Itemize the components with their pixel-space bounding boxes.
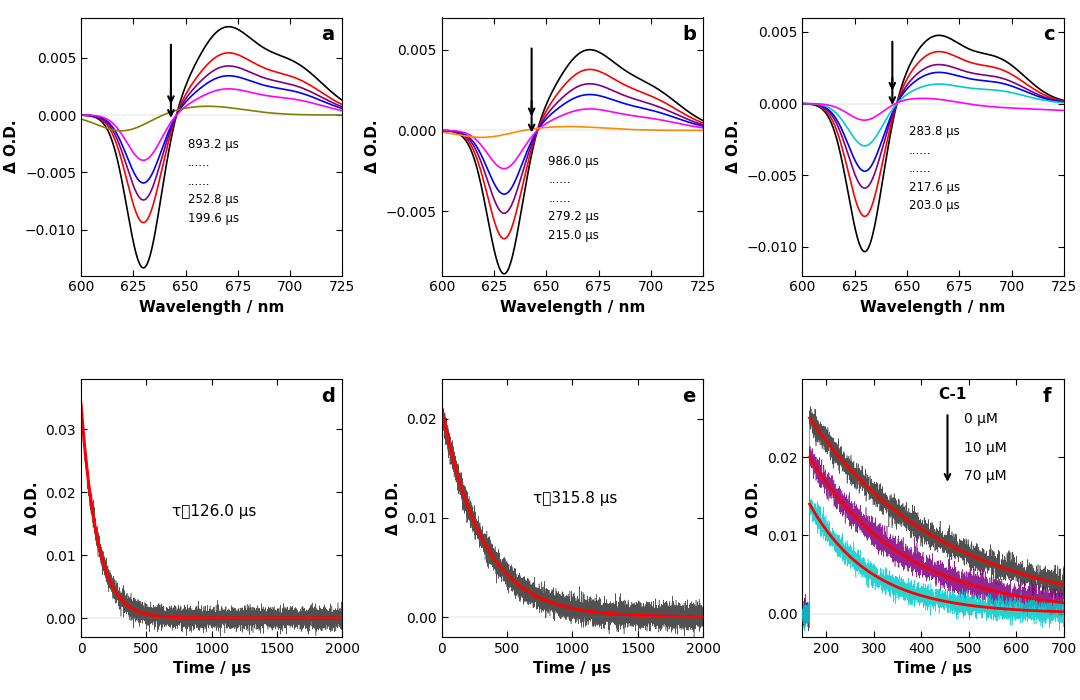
Y-axis label: Δ O.D.: Δ O.D.: [4, 120, 19, 174]
Y-axis label: Δ O.D.: Δ O.D.: [746, 481, 761, 535]
Text: 893.2 μs
......
......
252.8 μs
199.6 μs: 893.2 μs ...... ...... 252.8 μs 199.6 μs: [188, 138, 239, 225]
Text: 283.8 μs
......
......
217.6 μs
203.0 μs: 283.8 μs ...... ...... 217.6 μs 203.0 μs: [909, 125, 960, 212]
Text: 70 μM: 70 μM: [964, 469, 1007, 483]
X-axis label: Wavelength / nm: Wavelength / nm: [139, 300, 284, 315]
Text: c: c: [1043, 25, 1054, 44]
Y-axis label: Δ O.D.: Δ O.D.: [726, 120, 741, 174]
Text: e: e: [683, 386, 696, 405]
Y-axis label: Δ O.D.: Δ O.D.: [365, 120, 380, 174]
Text: C-1: C-1: [939, 386, 967, 402]
X-axis label: Time / μs: Time / μs: [894, 662, 972, 676]
Text: τ＝126.0 μs: τ＝126.0 μs: [173, 503, 257, 519]
Text: f: f: [1043, 386, 1052, 405]
Y-axis label: Δ O.D.: Δ O.D.: [386, 481, 401, 535]
X-axis label: Time / μs: Time / μs: [534, 662, 611, 676]
X-axis label: Wavelength / nm: Wavelength / nm: [500, 300, 645, 315]
Text: 0 μM: 0 μM: [964, 412, 998, 426]
Text: a: a: [322, 25, 335, 44]
Text: b: b: [683, 25, 696, 44]
Text: 986.0 μs
......
......
279.2 μs
215.0 μs: 986.0 μs ...... ...... 279.2 μs 215.0 μs: [549, 155, 599, 241]
Text: τ＝315.8 μs: τ＝315.8 μs: [534, 491, 618, 505]
Text: d: d: [322, 386, 336, 405]
Y-axis label: Δ O.D.: Δ O.D.: [25, 481, 40, 535]
Text: 10 μM: 10 μM: [964, 441, 1008, 455]
X-axis label: Wavelength / nm: Wavelength / nm: [861, 300, 1005, 315]
X-axis label: Time / μs: Time / μs: [173, 662, 251, 676]
